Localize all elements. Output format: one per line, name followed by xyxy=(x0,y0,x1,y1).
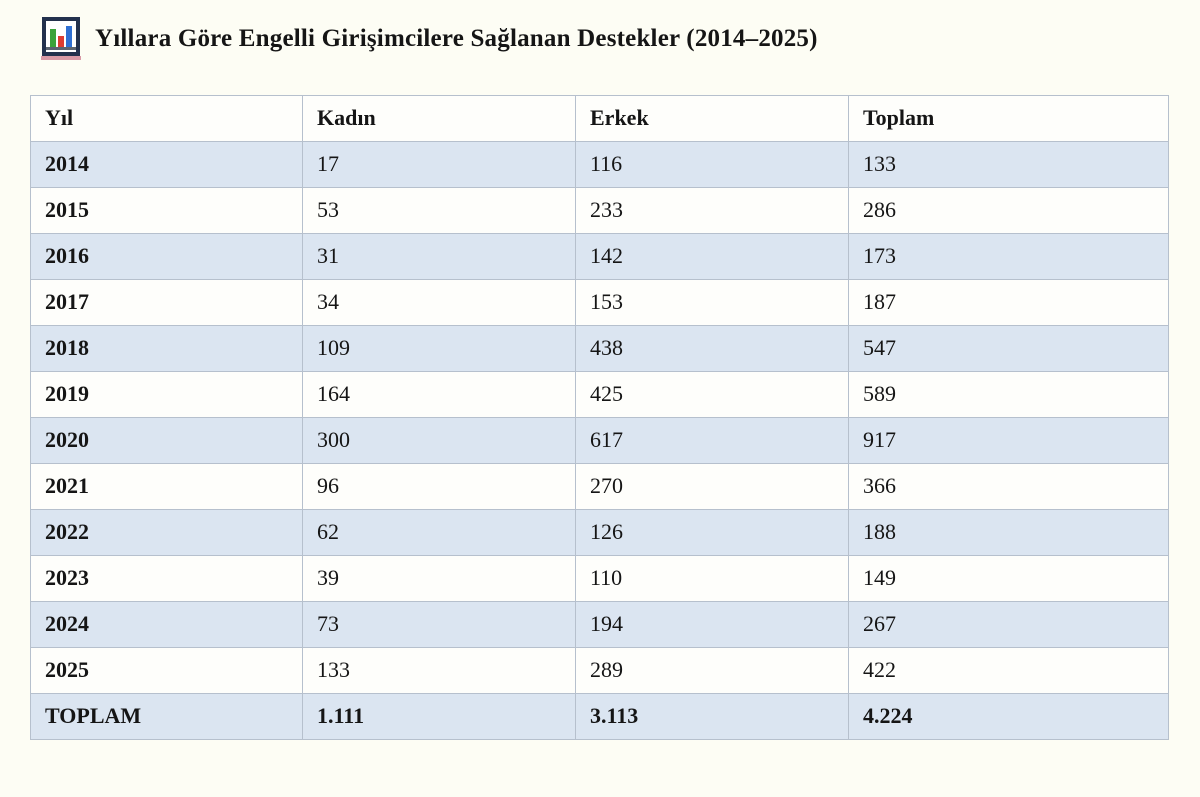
value-cell: 422 xyxy=(848,647,1169,694)
table-row: 2017 34 153 187 xyxy=(30,279,1169,326)
value-cell: 164 xyxy=(302,371,576,418)
value-cell: 62 xyxy=(302,509,576,556)
value-cell: 110 xyxy=(575,555,849,602)
year-cell: 2017 xyxy=(30,279,303,326)
value-cell: 188 xyxy=(848,509,1169,556)
value-cell: 142 xyxy=(575,233,849,280)
value-cell: 286 xyxy=(848,187,1169,234)
table-body: 2014 17 116 133 2015 53 233 286 2016 31 142 173 2017… xyxy=(30,141,1169,740)
header-row: Yıl Kadın Erkek Toplam xyxy=(30,95,1169,142)
year-cell: 2019 xyxy=(30,371,303,418)
column-header-kadin: Kadın xyxy=(302,95,576,142)
value-cell: 270 xyxy=(575,463,849,510)
year-cell: 2024 xyxy=(30,601,303,648)
year-cell: 2020 xyxy=(30,417,303,464)
value-cell: 133 xyxy=(848,141,1169,188)
value-cell: 1.111 xyxy=(302,693,576,740)
value-cell: 267 xyxy=(848,601,1169,648)
value-cell: 133 xyxy=(302,647,576,694)
value-cell: 116 xyxy=(575,141,849,188)
value-cell: 109 xyxy=(302,325,576,372)
table-row: 2015 53 233 286 xyxy=(30,187,1169,234)
column-header-yil: Yıl xyxy=(30,95,303,142)
year-cell: 2016 xyxy=(30,233,303,280)
value-cell: 438 xyxy=(575,325,849,372)
value-cell: 425 xyxy=(575,371,849,418)
value-cell: 917 xyxy=(848,417,1169,464)
year-cell: 2015 xyxy=(30,187,303,234)
value-cell: 17 xyxy=(302,141,576,188)
value-cell: 617 xyxy=(575,417,849,464)
year-cell: 2023 xyxy=(30,555,303,602)
value-cell: 589 xyxy=(848,371,1169,418)
table-row: 2016 31 142 173 xyxy=(30,233,1169,280)
bar-chart-icon xyxy=(41,17,81,60)
value-cell: 3.113 xyxy=(575,693,849,740)
page-title: Yıllara Göre Engelli Girişimcilere Sağla… xyxy=(95,25,818,52)
table-row: 2019 164 425 589 xyxy=(30,371,1169,418)
year-cell: 2022 xyxy=(30,509,303,556)
table-row: 2023 39 110 149 xyxy=(30,555,1169,602)
value-cell: 194 xyxy=(575,601,849,648)
column-header-erkek: Erkek xyxy=(575,95,849,142)
table-row: 2022 62 126 188 xyxy=(30,509,1169,556)
value-cell: 187 xyxy=(848,279,1169,326)
value-cell: 233 xyxy=(575,187,849,234)
table-row: 2024 73 194 267 xyxy=(30,601,1169,648)
value-cell: 300 xyxy=(302,417,576,464)
value-cell: 96 xyxy=(302,463,576,510)
total-row: TOPLAM 1.111 3.113 4.224 xyxy=(30,693,1169,740)
value-cell: 547 xyxy=(848,325,1169,372)
value-cell: 173 xyxy=(848,233,1169,280)
value-cell: 4.224 xyxy=(848,693,1169,740)
value-cell: 149 xyxy=(848,555,1169,602)
value-cell: 289 xyxy=(575,647,849,694)
year-cell: 2021 xyxy=(30,463,303,510)
value-cell: 31 xyxy=(302,233,576,280)
value-cell: 53 xyxy=(302,187,576,234)
table-row: 2020 300 617 917 xyxy=(30,417,1169,464)
year-cell: 2014 xyxy=(30,141,303,188)
year-cell: 2018 xyxy=(30,325,303,372)
year-cell: TOPLAM xyxy=(30,693,303,740)
table-row: 2021 96 270 366 xyxy=(30,463,1169,510)
value-cell: 39 xyxy=(302,555,576,602)
support-by-year-table: Yıl Kadın Erkek Toplam 2014 17 116 133 2015 5… xyxy=(30,95,1169,740)
table-row: 2018 109 438 547 xyxy=(30,325,1169,372)
year-cell: 2025 xyxy=(30,647,303,694)
table-row: 2025 133 289 422 xyxy=(30,647,1169,694)
value-cell: 366 xyxy=(848,463,1169,510)
value-cell: 126 xyxy=(575,509,849,556)
value-cell: 153 xyxy=(575,279,849,326)
value-cell: 34 xyxy=(302,279,576,326)
page-title-row: Yıllara Göre Engelli Girişimcilere Sağla… xyxy=(40,16,818,62)
table-row: 2014 17 116 133 xyxy=(30,141,1169,188)
value-cell: 73 xyxy=(302,601,576,648)
column-header-toplam: Toplam xyxy=(848,95,1169,142)
